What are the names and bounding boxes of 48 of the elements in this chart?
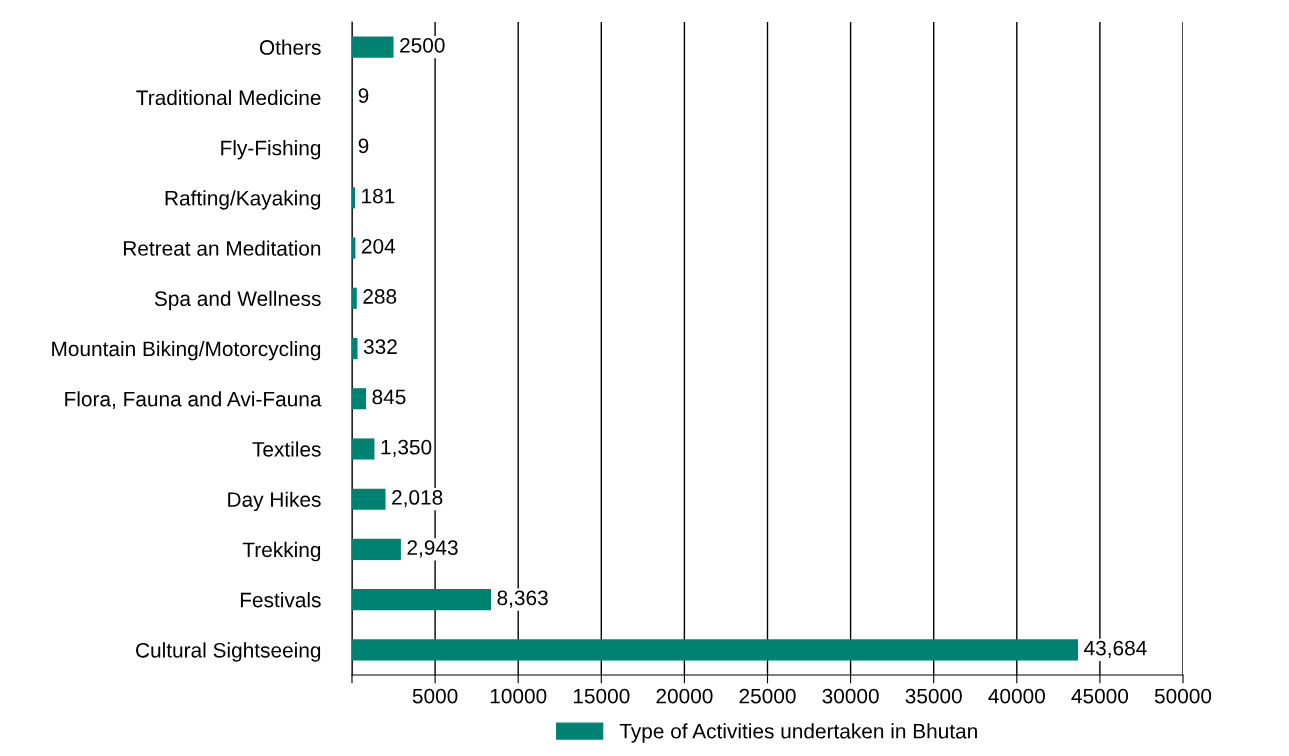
bar [352, 287, 357, 309]
data-label: 204 [361, 238, 396, 254]
bar [352, 488, 386, 510]
data-label: 845 [372, 389, 406, 405]
data-label: 2,943 [407, 540, 458, 558]
x-tick-label: 5000 [412, 688, 458, 704]
x-tick-label: 20000 [656, 688, 713, 704]
bar [352, 388, 367, 410]
data-label: 8,363 [497, 590, 548, 608]
legend-label: Type of Activities undertaken in Bhutan [619, 723, 977, 743]
y-tick-label: Flora, Fauna and Avi-Fauna [65, 391, 322, 409]
bar [352, 639, 1079, 661]
data-label: 288 [363, 289, 397, 304]
x-tick-label: 35000 [905, 688, 962, 704]
bar [352, 337, 358, 360]
y-tick-label: Fly-Fishing [221, 140, 321, 160]
y-tick-label: Textiles [252, 441, 321, 457]
y-tick-label: Day Hikes [228, 491, 321, 512]
data-label: 1,350 [381, 439, 432, 458]
bar [352, 187, 356, 209]
data-label: 332 [363, 339, 397, 355]
x-tick-label: 10000 [490, 688, 547, 704]
x-tick-label: 30000 [822, 688, 879, 704]
x-tick-label: 50000 [1154, 688, 1212, 704]
x-tick-label: 15000 [573, 688, 630, 704]
data-label: 9 [358, 88, 369, 103]
x-tick-label: 40000 [988, 688, 1045, 704]
bar [352, 438, 375, 460]
y-tick-label: Trekking [242, 541, 321, 562]
data-label: 2,018 [392, 490, 443, 508]
y-tick-label: Retreat an Meditation [123, 240, 321, 256]
y-tick-label: Others [259, 39, 321, 55]
bar [352, 237, 356, 259]
y-tick-label: Spa and Wellness [154, 290, 321, 311]
data-label: 9 [358, 138, 369, 154]
data-label: 181 [362, 188, 395, 204]
x-tick-label: 25000 [739, 688, 796, 704]
bar [352, 36, 394, 58]
x-tick-label: 45000 [1071, 688, 1129, 704]
bar [352, 538, 401, 560]
y-tick-label: Cultural Sightseeing [136, 642, 321, 662]
y-tick-label: Traditional Medicine [136, 89, 321, 106]
y-tick-label: Festivals [240, 592, 321, 608]
y-tick-label: Rafting/Kayaking [165, 190, 321, 210]
bar [352, 589, 491, 611]
data-label: 43,684 [1084, 640, 1147, 658]
data-label: 2500 [400, 37, 445, 53]
y-tick-label: Mountain Biking/Motorcycling [52, 340, 321, 361]
